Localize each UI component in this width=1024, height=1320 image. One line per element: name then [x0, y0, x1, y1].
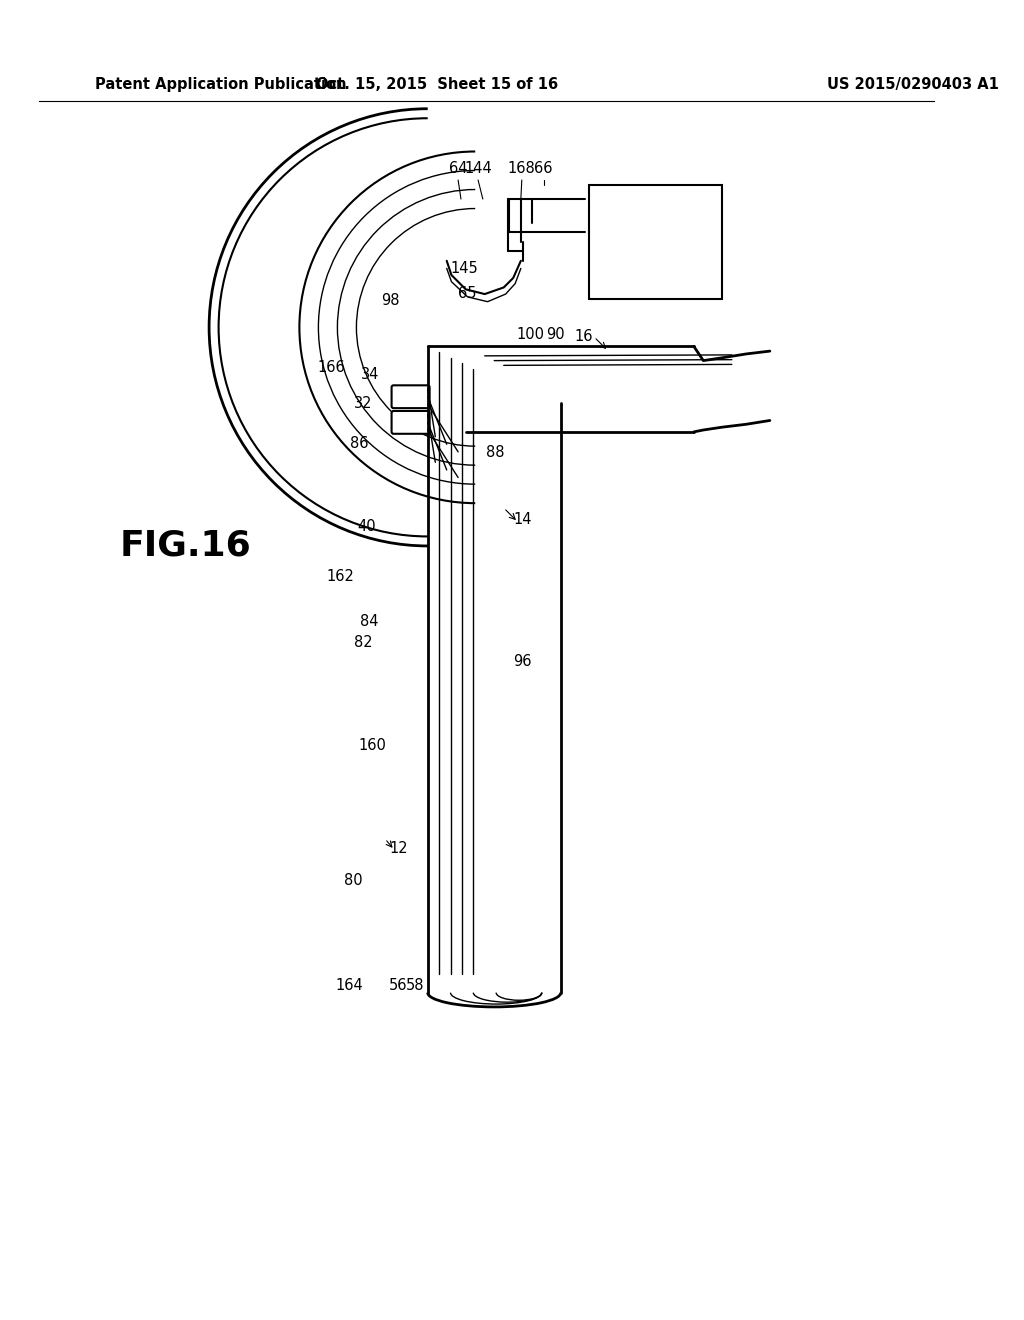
Text: 144: 144: [464, 161, 492, 176]
Text: 12: 12: [390, 841, 409, 855]
Text: 56: 56: [389, 978, 408, 993]
Text: 145: 145: [451, 261, 478, 276]
Text: 100: 100: [516, 327, 545, 342]
Text: 164: 164: [336, 978, 364, 993]
FancyBboxPatch shape: [391, 385, 430, 408]
Text: 162: 162: [327, 569, 354, 583]
Text: Patent Application Publication: Patent Application Publication: [95, 78, 346, 92]
Text: Oct. 15, 2015  Sheet 15 of 16: Oct. 15, 2015 Sheet 15 of 16: [316, 78, 558, 92]
Text: 64: 64: [449, 161, 467, 176]
Text: 80: 80: [344, 873, 362, 888]
Text: 96: 96: [513, 655, 532, 669]
Text: 84: 84: [360, 615, 379, 630]
Text: FIG.16: FIG.16: [120, 529, 251, 562]
Text: 34: 34: [360, 367, 379, 383]
Text: 40: 40: [357, 520, 376, 535]
Text: 58: 58: [407, 978, 425, 993]
FancyBboxPatch shape: [391, 411, 430, 434]
Text: 88: 88: [486, 445, 505, 461]
Text: 16: 16: [574, 330, 593, 345]
Bar: [589, 185, 722, 298]
Text: 14: 14: [513, 512, 532, 527]
Text: 160: 160: [358, 738, 386, 752]
Text: 32: 32: [354, 396, 373, 411]
Text: 65: 65: [459, 285, 477, 301]
Text: 66: 66: [535, 161, 553, 176]
Text: US 2015/0290403 A1: US 2015/0290403 A1: [827, 78, 998, 92]
Text: 166: 166: [317, 360, 345, 375]
Text: 86: 86: [350, 436, 369, 451]
Text: 168: 168: [508, 161, 536, 176]
Text: 82: 82: [353, 635, 373, 651]
Text: 90: 90: [546, 327, 564, 342]
Text: 98: 98: [381, 293, 400, 309]
